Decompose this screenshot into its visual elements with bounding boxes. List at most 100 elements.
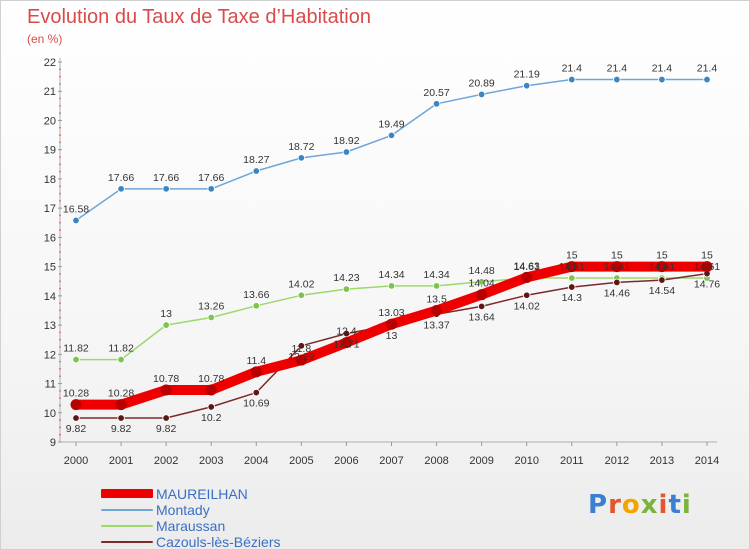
data-label: 13.5 [426, 293, 447, 305]
data-label: 14.61 [649, 261, 675, 273]
data-point [160, 384, 172, 396]
data-label: 20.57 [423, 87, 449, 99]
data-label: 14.04 [469, 278, 495, 290]
legend-label-cazouls: Cazouls-lès-Béziers [156, 534, 281, 550]
data-point [568, 75, 576, 84]
data-point [342, 285, 351, 293]
data-label: 17.66 [198, 172, 224, 184]
y-minor-tick [59, 302, 61, 305]
y-minor-tick [59, 273, 61, 275]
data-point [523, 81, 531, 90]
legend-swatch-montady [101, 509, 153, 511]
data-label: 18.72 [288, 141, 314, 153]
y-tick-label: 15 [44, 262, 56, 274]
y-tick-label: 11 [45, 379, 56, 391]
data-label: 18.92 [333, 135, 359, 147]
y-minor-tick [59, 389, 61, 392]
data-label: 10.69 [243, 398, 269, 410]
data-point [656, 261, 668, 273]
y-minor-tick [59, 360, 61, 363]
legend-label-maraussan: Maraussan [156, 518, 226, 534]
data-point [568, 283, 576, 291]
data-point [72, 414, 80, 422]
y-tick-label: 20 [44, 115, 56, 127]
y-minor-tick [59, 251, 61, 253]
y-tick-label: 9 [50, 437, 56, 449]
data-point [432, 282, 441, 290]
data-label: 21.19 [514, 69, 540, 81]
y-unit-label: (en %) [27, 32, 63, 46]
data-label: 9.82 [111, 423, 132, 435]
data-point [297, 342, 306, 350]
data-label: 12.29 [288, 351, 314, 363]
y-minor-tick [59, 346, 61, 348]
y-minor-tick [59, 141, 61, 144]
data-point [701, 261, 713, 273]
x-tick-label: 2013 [650, 455, 674, 467]
data-label: 14.61 [514, 261, 540, 273]
data-label: 10.28 [63, 388, 89, 400]
data-point [252, 167, 260, 175]
data-point [70, 399, 82, 411]
y-minor-tick [59, 419, 61, 421]
x-tick-label: 2006 [334, 455, 358, 467]
data-label: 17.66 [153, 172, 179, 184]
data-point [340, 337, 352, 349]
data-label: 11.4 [246, 355, 266, 367]
y-tick-label: 14 [44, 291, 56, 303]
y-minor-tick [59, 192, 61, 195]
data-label: 17.66 [108, 172, 134, 184]
data-label: 14.61 [604, 261, 630, 273]
data-label: 9.82 [156, 423, 177, 435]
logo-letter: r [608, 490, 622, 520]
data-label: 13.64 [469, 311, 495, 323]
y-minor-tick [59, 433, 61, 436]
data-point [252, 302, 260, 310]
data-label: 13 [160, 308, 172, 320]
data-label: 16.58 [63, 203, 89, 215]
x-tick-label: 2008 [424, 455, 448, 467]
x-tick-label: 2004 [244, 455, 268, 467]
y-minor-tick [59, 397, 61, 400]
y-minor-tick [59, 75, 61, 78]
data-label: 10.2 [201, 412, 222, 424]
data-point [205, 384, 217, 396]
data-label: 15 [701, 250, 713, 262]
y-tick-label: 19 [44, 145, 56, 157]
data-label: 14.02 [514, 300, 540, 312]
y-minor-tick [59, 243, 61, 246]
data-label: 9.82 [66, 423, 87, 435]
y-minor-tick [59, 156, 61, 158]
data-label: 15 [656, 250, 668, 262]
data-label: 20.89 [469, 77, 495, 89]
data-point [72, 216, 80, 225]
data-label: 14.76 [694, 279, 720, 291]
y-tick-label: 22 [44, 57, 56, 69]
y-minor-tick [59, 316, 61, 319]
x-tick-label: 2003 [199, 455, 223, 467]
y-minor-tick [59, 126, 61, 129]
data-point [162, 321, 170, 329]
logo-letter: o [621, 490, 641, 520]
data-label: 13.26 [198, 300, 224, 312]
y-minor-tick [59, 221, 61, 224]
data-label: 13.37 [423, 319, 449, 331]
data-point [477, 278, 486, 286]
data-label: 14.61 [694, 261, 720, 273]
data-point [431, 304, 443, 316]
data-point [297, 154, 306, 162]
data-label: 21.4 [562, 63, 583, 75]
y-tick-label: 18 [44, 174, 56, 186]
y-minor-tick [59, 163, 61, 166]
legend-swatch-maureilhan [101, 489, 153, 498]
y-minor-tick [59, 104, 61, 107]
y-minor-tick [59, 68, 61, 71]
data-point [387, 282, 396, 290]
data-point [613, 75, 621, 84]
data-label: 12.71 [333, 339, 359, 351]
y-minor-tick [59, 83, 61, 85]
legend-label-maureilhan: MAUREILHAN [156, 486, 248, 502]
data-point [117, 414, 125, 422]
data-point [432, 100, 441, 108]
